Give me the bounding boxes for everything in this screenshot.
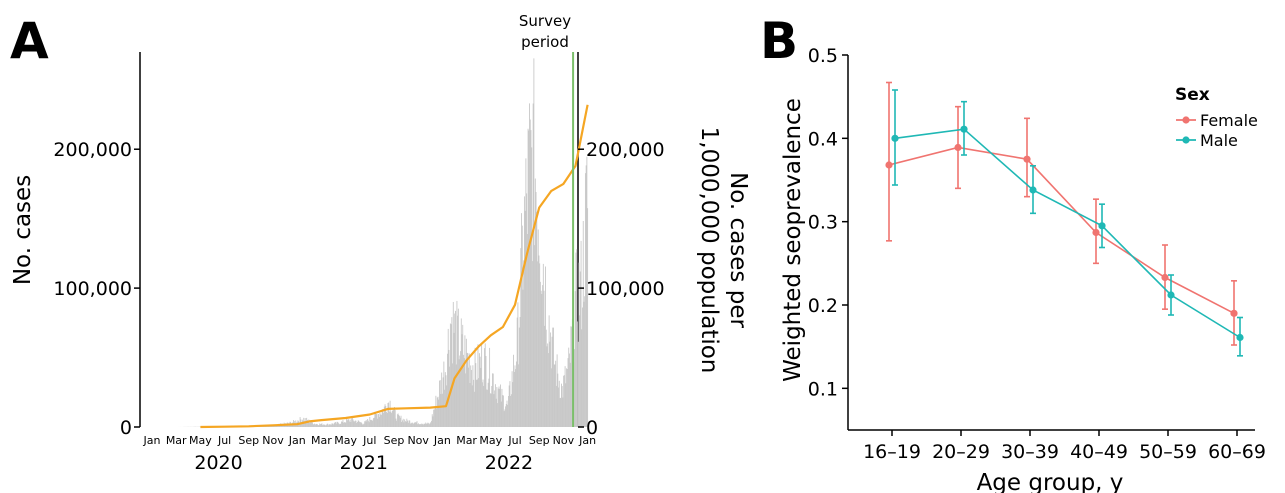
panel-b-x-axis-title: Age group, y: [977, 470, 1124, 493]
right-y-tick-label: 100,000: [586, 278, 665, 300]
month-tick-label: Jan: [578, 434, 596, 447]
panel-b-y-axis-title: Weighted seoprevalence: [780, 98, 806, 382]
month-tick-label: Jan: [143, 434, 161, 447]
left-y-tick-label: 0: [120, 417, 132, 439]
data-point-female: [1230, 309, 1238, 317]
legend-entry-label: Female: [1200, 111, 1258, 130]
series-line-female: [888, 146, 1235, 315]
panel-a-letter: A: [10, 12, 49, 70]
panel-a-right-axis-title-line2: 1,000,000 population: [696, 127, 722, 374]
panel-b-letter: B: [760, 12, 798, 70]
legend-entry-label: Male: [1200, 131, 1238, 150]
year-label: 2020: [194, 452, 242, 474]
month-tick-label: Sep: [238, 434, 259, 447]
data-point-female: [1023, 155, 1031, 163]
per-million-line: [200, 104, 589, 429]
panel-b-y-tick-label: 0.3: [808, 212, 838, 234]
legend-key-marker: [1182, 116, 1190, 124]
panel-b-y-tick-label: 0.2: [808, 295, 838, 317]
month-tick-label: Jul: [217, 434, 231, 447]
left-y-tick-label: 200,000: [53, 139, 132, 161]
panel-b-y-tick-label: 0.4: [808, 128, 838, 150]
panel-a-right-axis-title-line1: No. cases per: [725, 172, 751, 328]
left-y-tick-label: 100,000: [53, 278, 132, 300]
month-tick-label: Jul: [362, 434, 376, 447]
month-tick-label: Nov: [262, 434, 284, 447]
right-y-tick-label: 200,000: [586, 139, 665, 161]
data-point-male: [960, 125, 968, 133]
data-point-female: [1092, 228, 1100, 237]
panel-b-x-tick-label: 50–59: [1139, 441, 1197, 463]
panel-a-left-axis-title: No. cases: [10, 175, 36, 285]
data-point-female: [885, 161, 893, 169]
year-label: 2022: [485, 452, 533, 474]
data-point-male: [1167, 291, 1175, 299]
month-tick-label: Mar: [166, 434, 187, 447]
data-point-male: [891, 134, 899, 142]
survey-period-label-line2: period: [521, 33, 569, 51]
month-tick-label: May: [334, 434, 357, 447]
month-tick-label: Jul: [507, 434, 521, 447]
month-tick-label: Jan: [288, 434, 306, 447]
panel-b-y-tick-label: 0.1: [808, 378, 838, 400]
panel-b-x-tick-label: 16–19: [863, 441, 921, 463]
month-tick-label: Mar: [311, 434, 332, 447]
data-point-male: [1236, 333, 1244, 342]
series-line-male: [894, 128, 1241, 339]
month-tick-label: May: [189, 434, 212, 447]
month-tick-label: Nov: [407, 434, 429, 447]
month-tick-label: May: [479, 434, 502, 447]
year-label: 2021: [340, 452, 388, 474]
month-tick-label: Sep: [529, 434, 550, 447]
data-point-female: [1161, 273, 1169, 282]
legend-key-marker: [1182, 136, 1190, 144]
data-point-female: [954, 143, 962, 152]
month-tick-label: Mar: [456, 434, 477, 447]
panel-b-x-tick-label: 60–69: [1208, 441, 1266, 463]
data-point-male: [1029, 186, 1037, 194]
panel-b-y-tick-label: 0.5: [808, 45, 838, 67]
month-tick-label: Jan: [433, 434, 451, 447]
month-tick-label: Sep: [384, 434, 405, 447]
panel-b-x-tick-label: 30–39: [1001, 441, 1059, 463]
panel-b-chart: 0.1 0.2 0.3 0.4 0.5 16–19 20–29 30–39 40–49 50–59…: [808, 45, 1266, 463]
panel-b-x-tick-label: 20–29: [932, 441, 990, 463]
legend-title: Sex: [1175, 85, 1210, 105]
month-tick-label: Nov: [553, 434, 575, 447]
survey-period-label-line1: Survey: [519, 12, 571, 30]
bar-series: [176, 58, 589, 427]
panel-b-x-tick-label: 40–49: [1070, 441, 1128, 463]
data-point-male: [1098, 222, 1106, 230]
right-y-tick-label: 0: [586, 417, 598, 439]
